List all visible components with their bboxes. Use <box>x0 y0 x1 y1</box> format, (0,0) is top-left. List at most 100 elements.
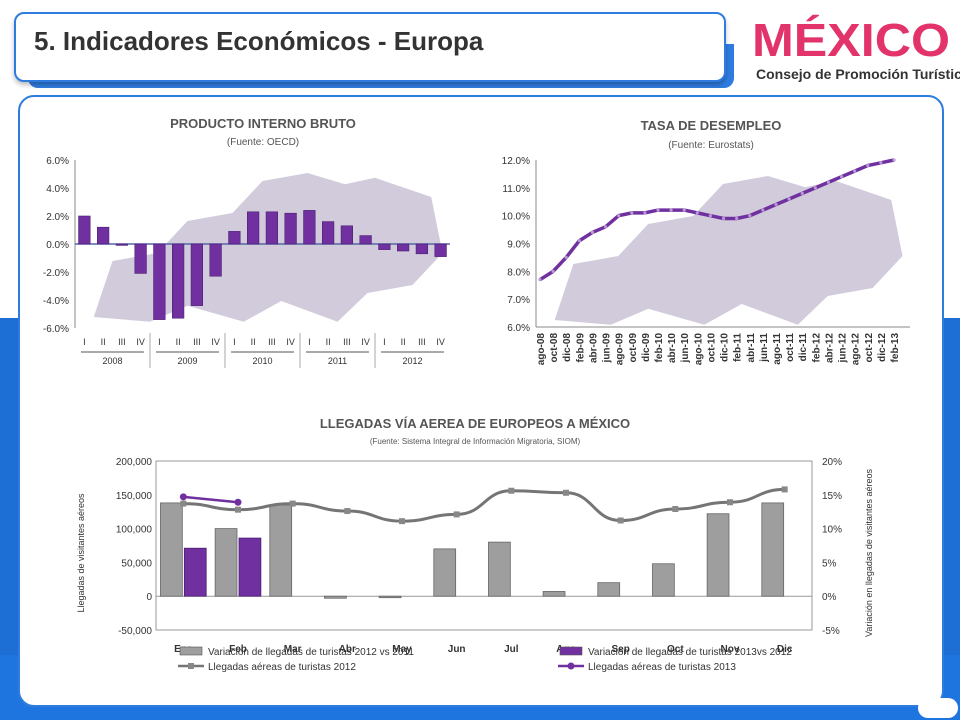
gdp-bar <box>434 243 447 257</box>
data-point <box>892 158 896 162</box>
gdp-bar <box>378 243 391 250</box>
chart-subtitle: (Fuente: Sistema Integral de Información… <box>370 437 581 446</box>
y2-tick-label: 0% <box>822 592 837 603</box>
x-tick-label: I <box>233 337 236 347</box>
x-tick-label: III <box>193 337 201 347</box>
x-tick-label: I <box>383 337 386 347</box>
x-tick-label: IV <box>136 337 145 347</box>
gdp-bar <box>134 243 147 274</box>
bar-2012 <box>324 595 347 599</box>
group-label: 2009 <box>177 356 197 366</box>
x-tick-label: ago-11 <box>772 333 783 365</box>
legend-swatch <box>179 646 203 656</box>
x-tick-label: I <box>158 337 161 347</box>
y-tick-label: 7.0% <box>507 295 530 306</box>
unemployment-line <box>539 158 895 282</box>
y2-tick-label: 15% <box>822 491 842 502</box>
x-tick-label: oct-09 <box>628 333 639 363</box>
x-tick-label: oct-08 <box>549 333 560 363</box>
x-tick-label: oct-10 <box>706 333 717 363</box>
data-point <box>800 191 804 195</box>
x-tick-label: Mar <box>284 644 302 655</box>
legend-swatch <box>559 646 583 656</box>
marker-2012 <box>399 518 405 525</box>
x-tick-label: feb-12 <box>811 333 822 363</box>
legend-label: Variacion de llegadas de turistas 2013vs… <box>588 647 792 658</box>
legend-marker <box>567 662 575 670</box>
data-point <box>682 208 686 212</box>
marker-2012 <box>235 506 241 513</box>
x-tick-label: Dic <box>777 644 793 655</box>
x-tick-label: feb-13 <box>890 333 901 363</box>
arrivals-chart: LLEGADAS VÍA AEREA DE EUROPEOS A MÉXICO … <box>76 416 874 673</box>
x-tick-label: II <box>401 337 406 347</box>
legend-label: Llegadas aéreas de turistas 2012 <box>208 662 356 673</box>
bar-2012 <box>761 502 785 597</box>
marker-2012 <box>453 511 460 518</box>
marker-2012 <box>180 500 187 507</box>
data-point <box>617 214 621 218</box>
data-point <box>695 211 699 215</box>
marker-2012 <box>781 486 788 493</box>
x-tick-label: oct-11 <box>785 333 796 362</box>
europe-map <box>554 176 903 325</box>
x-tick-label: II <box>101 337 106 347</box>
x-tick-label: Abr <box>339 644 356 655</box>
page-indicator <box>918 698 958 718</box>
marker-2012 <box>727 499 733 506</box>
y-tick-label: 10.0% <box>502 212 530 223</box>
gdp-bar <box>247 211 260 245</box>
data-point <box>787 197 791 201</box>
bar-2012 <box>214 528 238 597</box>
y-tick-label: 150,000 <box>116 491 153 502</box>
bar-2012 <box>542 591 566 597</box>
group-label: 2008 <box>102 356 122 366</box>
x-tick-label: jun-09 <box>602 333 613 364</box>
x-tick-label: abr-12 <box>824 333 835 363</box>
y-tick-label: 11.0% <box>502 184 530 195</box>
x-tick-label: Jun <box>448 644 466 655</box>
x-tick-label: II <box>326 337 331 347</box>
x-tick-label: dic-10 <box>720 333 731 362</box>
marker-2013 <box>234 498 242 506</box>
logo-subtitle: Consejo de Promoción Turística <box>756 66 960 82</box>
y2-tick-label: 10% <box>822 525 842 536</box>
x-tick-label: dic-09 <box>641 333 652 362</box>
y2-axis-label: Variación en llegadas de visitantes aére… <box>864 469 874 637</box>
title-box <box>14 12 726 82</box>
data-point <box>748 214 752 218</box>
legend-label: Variacion de llegadas de turistas 2012 v… <box>208 647 414 658</box>
x-tick-label: Jul <box>504 644 519 655</box>
data-point <box>564 255 568 260</box>
data-point <box>866 163 870 168</box>
mexico-logo: MÉXICO <box>752 14 950 66</box>
x-tick-label: abr-09 <box>588 333 599 363</box>
data-point <box>577 239 581 243</box>
y-tick-label: 100,000 <box>116 525 153 536</box>
bar-2012 <box>488 541 511 597</box>
y-tick-label: -2.0% <box>43 268 69 279</box>
x-tick-label: III <box>418 337 426 347</box>
gdp-bar <box>265 211 278 245</box>
data-point <box>774 202 778 207</box>
marker-2012 <box>289 500 296 507</box>
y-tick-label: -6.0% <box>43 324 69 335</box>
x-tick-label: III <box>268 337 276 347</box>
data-point <box>879 161 883 165</box>
page-title: 5. Indicadores Económicos - Europa <box>34 26 484 56</box>
gdp-chart: PRODUCTO INTERNO BRUTO (Fuente: OECD) 6.… <box>43 116 450 368</box>
y2-tick-label: 20% <box>822 457 842 468</box>
x-tick-label: IV <box>211 337 220 347</box>
marker-2012 <box>617 517 624 524</box>
y2-tick-label: 5% <box>822 558 837 569</box>
x-tick-label: II <box>176 337 181 347</box>
y-tick-label: 0 <box>146 592 152 603</box>
legend-marker <box>188 663 194 669</box>
x-tick-label: IV <box>361 337 370 347</box>
data-point <box>603 225 608 229</box>
x-tick-label: II <box>251 337 256 347</box>
y-tick-label: 6.0% <box>46 156 69 167</box>
y-tick-label: 12.0% <box>502 156 530 167</box>
gdp-bar <box>415 243 428 255</box>
chart-title: TASA DE DESEMPLEO <box>641 118 782 133</box>
